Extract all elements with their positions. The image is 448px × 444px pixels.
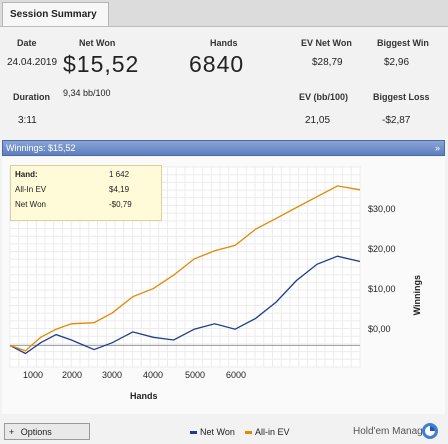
- winnings-chart-area: Hand: 1 642 All-In EV $4,19 Net Won -$0,…: [2, 157, 445, 414]
- y-tick-label: $20,00: [368, 244, 396, 254]
- ev-net-won-label: EV Net Won: [301, 38, 352, 48]
- tab-session-summary[interactable]: Session Summary: [2, 2, 109, 26]
- date-value: 24.04.2019: [7, 57, 58, 68]
- bb100-value: 9,34 bb/100: [63, 88, 111, 98]
- net-won-value: $15,52: [63, 51, 140, 77]
- biggest-loss-label: Biggest Loss: [373, 92, 430, 102]
- tooltip-hand-value: 1 642: [109, 170, 130, 179]
- tooltip-net-won-value: -$0,79: [109, 200, 132, 209]
- tooltip-hand-label: Hand:: [15, 170, 38, 179]
- x-tick-label: 6000: [226, 370, 247, 380]
- ev-net-won-value: $28,79: [312, 57, 343, 68]
- x-tick-label: 5000: [185, 370, 206, 380]
- net-won-label: Net Won: [79, 38, 116, 48]
- hover-tooltip: Hand: 1 642 All-In EV $4,19 Net Won -$0,…: [10, 165, 162, 221]
- winnings-header-bar: Winnings: $15,52 »: [2, 140, 445, 156]
- biggest-loss-value: -$2,87: [382, 115, 411, 126]
- tooltip-net-won-label: Net Won: [15, 200, 46, 209]
- net-won-swatch: [190, 431, 197, 435]
- hands-value: 6840: [189, 51, 245, 77]
- biggest-win-label: Biggest Win: [377, 38, 429, 48]
- date-label: Date: [17, 38, 37, 48]
- legend-allin-ev-label: All-in EV: [255, 427, 290, 437]
- allin-ev-line: [9, 185, 361, 352]
- tooltip-allin-ev-value: $4,19: [109, 185, 130, 194]
- x-tick-label: 2000: [62, 370, 83, 380]
- expand-icon: +: [9, 427, 15, 437]
- options-label: Options: [20, 427, 52, 437]
- legend-allin-ev: All-in EV: [245, 427, 290, 437]
- holdem-manager-logo-icon: [422, 423, 438, 439]
- duration-value: 3:11: [18, 115, 37, 126]
- net-won-line: [9, 255, 361, 355]
- chart-footer: + Options Net Won All-in EV Hold'em Mana…: [0, 414, 448, 444]
- x-tick-label: 1000: [23, 370, 44, 380]
- brand-label: Hold'em Manager: [353, 426, 432, 437]
- ev-bb100-value: 21,05: [305, 115, 331, 126]
- winnings-title: Winnings: $15,52: [6, 143, 76, 153]
- expand-arrow-icon[interactable]: »: [434, 143, 440, 153]
- y-tick-label: $30,00: [368, 204, 396, 214]
- y-axis-title: Winnings: [412, 275, 422, 316]
- hands-label: Hands: [210, 38, 238, 48]
- ev-bb100-label: EV (bb/100): [299, 92, 349, 102]
- x-tick-label: 3000: [102, 370, 123, 380]
- duration-label: Duration: [13, 92, 50, 102]
- allin-ev-swatch: [245, 431, 252, 435]
- y-tick-label: $0,00: [368, 324, 391, 334]
- tooltip-allin-ev-label: All-In EV: [15, 185, 47, 194]
- legend-net-won: Net Won: [190, 427, 235, 437]
- y-tick-label: $10,00: [368, 284, 396, 294]
- options-button[interactable]: + Options: [4, 423, 90, 440]
- legend-net-won-label: Net Won: [200, 427, 235, 437]
- tab-bar: Session Summary: [0, 0, 448, 27]
- biggest-win-value: $2,96: [384, 57, 410, 68]
- session-summary-panel: Date 24.04.2019 Net Won $15,52 Hands 684…: [0, 27, 448, 139]
- x-tick-label: 4000: [143, 370, 164, 380]
- x-axis-title: Hands: [130, 391, 158, 401]
